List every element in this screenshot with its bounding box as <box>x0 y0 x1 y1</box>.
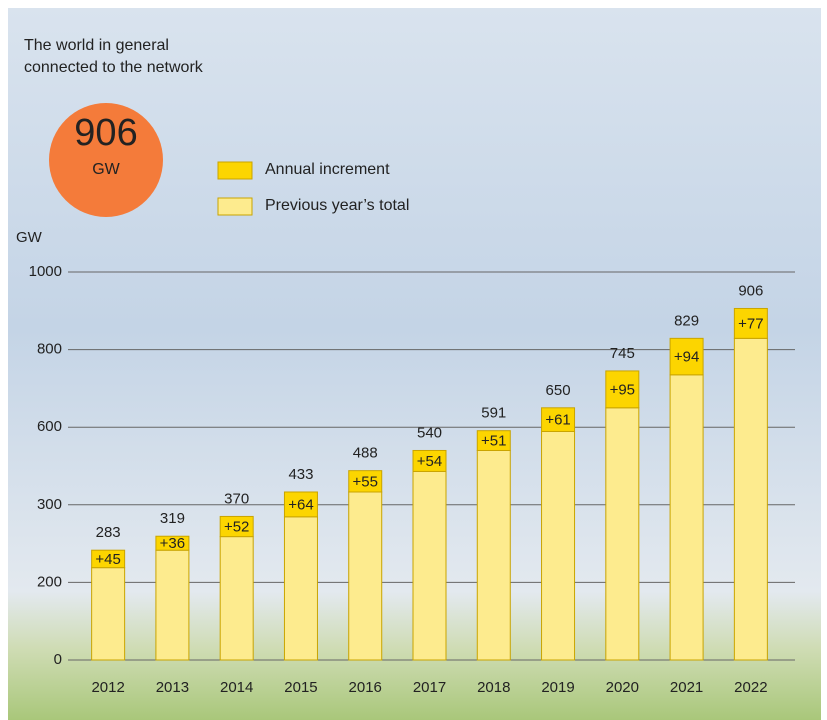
total-label: 591 <box>481 405 506 422</box>
increment-label: +95 <box>610 381 635 398</box>
x-tick-label: 2016 <box>349 679 382 696</box>
y-tick-label: 200 <box>37 573 62 590</box>
total-label: 370 <box>224 490 249 507</box>
x-tick-label: 2020 <box>606 679 639 696</box>
bar-segment <box>155 535 190 551</box>
y-tick-label: 1000 <box>29 263 62 280</box>
total-label: 540 <box>417 424 442 441</box>
bar-segment <box>733 307 768 339</box>
total-label: 906 <box>738 282 763 299</box>
y-tick-label: 800 <box>37 341 62 358</box>
increment-label: +64 <box>288 496 313 513</box>
total-label: 745 <box>610 345 635 362</box>
bar-segment <box>669 337 704 376</box>
bar-segment <box>91 567 126 661</box>
highlight-circle <box>49 103 163 217</box>
x-tick-label: 2015 <box>284 679 317 696</box>
bar-segment <box>91 549 126 569</box>
x-tick-label: 2017 <box>413 679 446 696</box>
x-tick-label: 2018 <box>477 679 510 696</box>
increment-label: +36 <box>160 535 185 552</box>
bar-segment <box>348 470 383 493</box>
bar-segment <box>476 430 511 451</box>
bar-segment <box>219 515 254 538</box>
highlight-unit: GW <box>92 161 120 178</box>
total-label: 829 <box>674 312 699 329</box>
bar-segment <box>283 491 318 518</box>
x-tick-label: 2019 <box>541 679 574 696</box>
highlight-value: 906 <box>74 112 137 154</box>
legend-label: Annual increment <box>265 161 390 178</box>
x-tick-label: 2012 <box>91 679 124 696</box>
total-label: 488 <box>353 445 378 462</box>
bar-segment <box>412 449 447 472</box>
total-label: 433 <box>288 466 313 483</box>
bar-segment <box>541 430 576 661</box>
legend-swatch <box>217 161 253 180</box>
increment-label: +54 <box>417 453 442 470</box>
y-tick-label: 300 <box>37 496 62 513</box>
title-line: The world in general <box>24 37 169 54</box>
increment-label: +77 <box>738 315 763 332</box>
legend-label: Previous year’s total <box>265 197 409 214</box>
total-label: 319 <box>160 510 185 527</box>
increment-label: +94 <box>674 349 699 366</box>
y-tick-label: 600 <box>37 418 62 435</box>
title-line: connected to the network <box>24 59 204 76</box>
bar-segment <box>733 337 768 661</box>
increment-label: +61 <box>545 412 570 429</box>
increment-label: +51 <box>481 433 506 450</box>
x-tick-label: 2014 <box>220 679 253 696</box>
legend-swatch <box>217 197 253 216</box>
y-axis-label: GW <box>16 229 43 246</box>
increment-label: +52 <box>224 518 249 535</box>
total-label: 283 <box>96 524 121 541</box>
bar-segment <box>155 549 190 661</box>
x-tick-label: 2021 <box>670 679 703 696</box>
bar-segment <box>669 374 704 661</box>
bar-segment <box>412 470 447 661</box>
y-tick-label: 0 <box>54 651 62 668</box>
increment-label: +45 <box>95 551 120 568</box>
bar-segment <box>219 536 254 661</box>
bar-segment <box>541 407 576 432</box>
bar-segment <box>605 370 640 409</box>
bar-segment <box>605 407 640 661</box>
x-tick-label: 2022 <box>734 679 767 696</box>
increment-label: +55 <box>353 473 378 490</box>
bar-segment <box>348 491 383 661</box>
bar-segment <box>476 449 511 661</box>
bar-segment <box>283 516 318 661</box>
total-label: 650 <box>546 382 571 399</box>
x-tick-label: 2013 <box>156 679 189 696</box>
